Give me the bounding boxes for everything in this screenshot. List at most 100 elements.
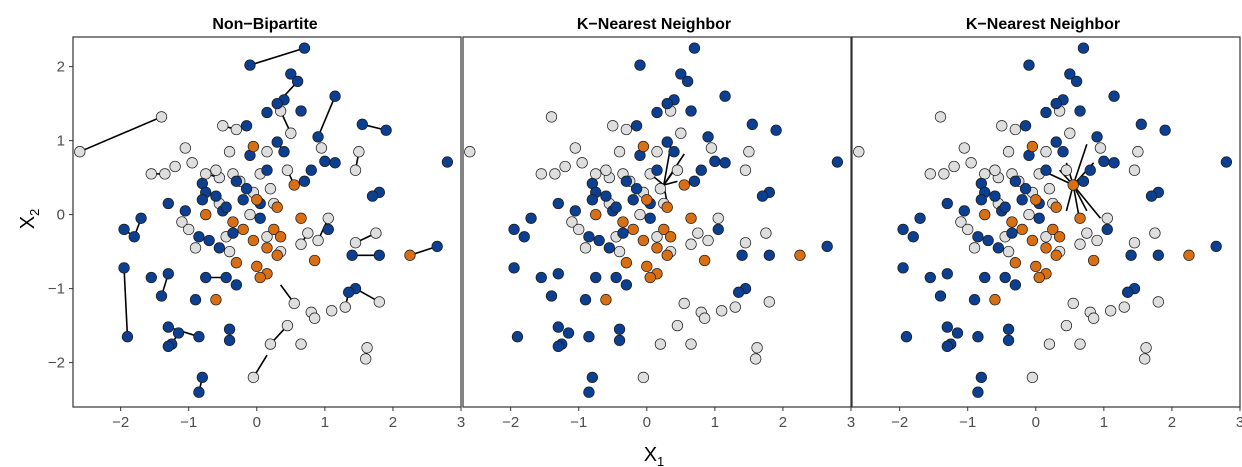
point-blue [613,334,626,347]
point-blue [1077,175,1090,187]
point-blue [261,164,273,176]
point-grey [535,168,547,180]
point-blue [1040,106,1052,119]
point-grey [315,142,328,154]
x-tick-label: −1 [570,414,587,431]
point-orange [268,223,280,236]
panel-knn-1: K−Nearest Neighbor −2 −1 0 1 2 3 [462,16,855,431]
point-grey [1091,234,1103,247]
point-blue [254,212,266,224]
point-blue [1070,75,1083,88]
point-grey [308,312,321,324]
x-axis-title-subscript: 1 [657,454,664,467]
point-orange [794,249,806,261]
point-grey [678,297,690,310]
point-orange [295,212,307,224]
point-blue [373,249,385,261]
point-blue [223,323,236,335]
point-blue [227,227,239,239]
point-grey [1043,338,1056,350]
point-blue [240,183,253,195]
point-grey [569,142,581,154]
point-blue [562,327,575,339]
point-orange [1087,254,1100,267]
x-tick-label: 0 [253,414,261,431]
point-orange [251,194,263,206]
point-orange [1183,249,1195,261]
point-blue [285,68,297,80]
point-grey [654,338,667,350]
point-blue [668,146,680,158]
point-orange [637,234,650,247]
point-blue [1210,240,1222,253]
point-orange [1033,271,1045,284]
point-grey [1094,142,1107,154]
point-blue [897,262,909,274]
y-tick-label: 2 [57,59,65,76]
point-grey [189,242,202,254]
point-grey [1074,338,1086,350]
point-orange [1067,179,1079,191]
point-orange [658,223,670,236]
point-blue [1125,249,1137,261]
point-orange [698,254,711,267]
neighbor-line [1072,184,1102,219]
point-orange [644,271,656,284]
x-axis-title: X1 [644,444,665,467]
point-blue [586,371,598,384]
point-blue [688,175,701,187]
point-blue [1122,286,1134,298]
x-axis-title-main: X [644,444,657,466]
point-grey [729,301,741,313]
point-blue [193,231,205,243]
point-blue [620,175,633,187]
point-grey [739,237,752,249]
point-grey [1060,164,1073,176]
point-blue [1033,212,1045,224]
point-grey [613,146,626,158]
point-grey [176,216,188,228]
point-grey [698,312,711,324]
point-grey [934,111,947,123]
point-orange [617,216,629,228]
point-grey [261,146,273,158]
point-orange [261,242,273,254]
point-blue [1040,164,1052,176]
point-blue [569,205,581,217]
point-grey [637,371,650,384]
point-blue [189,294,202,306]
point-grey [285,127,297,139]
x-tick-label: 1 [321,414,329,431]
point-blue [941,268,953,280]
point-grey [247,371,260,384]
point-blue [756,190,769,202]
x-tick-label: 0 [643,414,651,431]
point-grey [692,227,704,239]
point-blue [719,157,731,169]
point-blue [312,131,324,143]
point-grey [349,164,362,176]
point-grey [281,319,294,332]
point-blue [508,262,520,274]
point-grey [464,146,476,158]
point-grey [1064,127,1076,139]
point-grey [183,223,195,236]
point-grey [1128,237,1141,249]
point-grey [145,168,157,180]
x-tick-label: −2 [502,414,519,431]
point-blue [914,212,926,224]
point-grey [1067,297,1079,310]
point-blue [634,59,646,71]
point-blue [223,334,236,347]
point-blue [924,271,936,284]
point-grey [1009,123,1022,136]
point-orange [230,257,243,269]
x-tick-label: −1 [959,414,976,431]
point-orange [1026,140,1039,153]
neighbor-line [663,180,678,186]
point-blue [999,201,1011,213]
point-grey [675,127,687,139]
point-blue [975,194,987,206]
point-blue [441,156,454,168]
pair-line [79,116,162,153]
